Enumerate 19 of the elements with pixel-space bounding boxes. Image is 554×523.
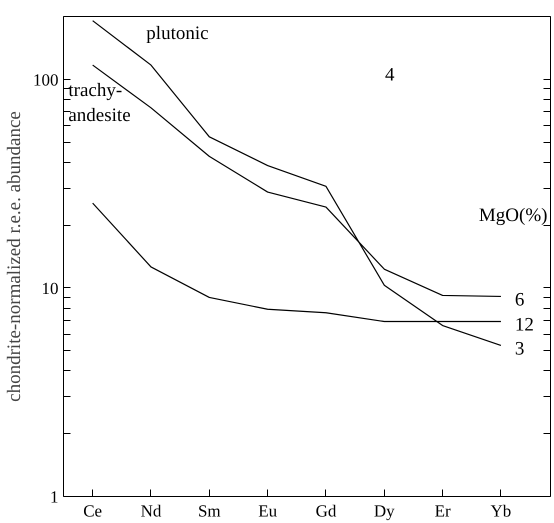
- x-tick-label: Sm: [198, 502, 221, 520]
- legend-label: 3: [514, 338, 524, 360]
- x-tick-label: Nd: [140, 502, 162, 520]
- x-tick-label: Eu: [258, 502, 278, 520]
- annotation: plutonic: [146, 22, 209, 44]
- y-axis-title: chondrite-normalized r.e.e. abundance: [4, 111, 25, 402]
- x-tick-label: Gd: [316, 502, 337, 520]
- y-tick-label: 10: [42, 278, 58, 298]
- x-tick-label: Ce: [83, 502, 102, 520]
- y-tick-label: 100: [33, 70, 58, 90]
- annotation: trachy- andesite: [68, 80, 131, 126]
- legend-label: 12: [514, 314, 534, 336]
- annotation: 4: [385, 64, 396, 86]
- y-tick-label: 1: [50, 488, 58, 506]
- x-tick-label: Yb: [490, 502, 512, 520]
- legend-label: 6: [514, 289, 524, 310]
- x-tick-label: Dy: [374, 502, 396, 520]
- legend-title: MgO(%): [478, 205, 548, 226]
- x-tick-label: Er: [434, 502, 451, 520]
